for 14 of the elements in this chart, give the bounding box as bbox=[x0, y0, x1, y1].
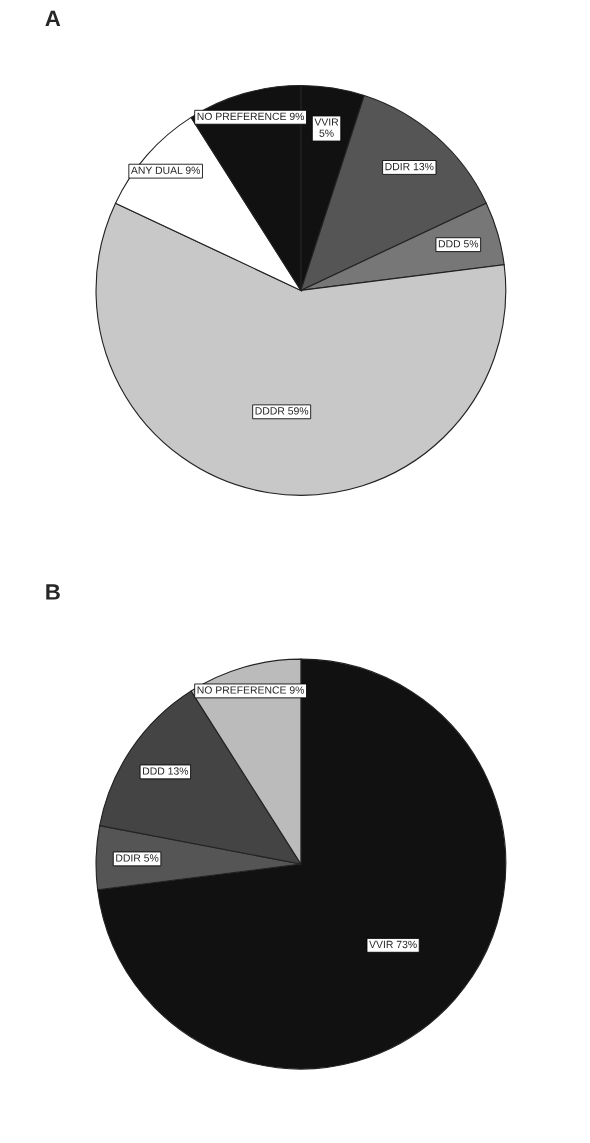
data-label: 5% bbox=[319, 129, 334, 137]
slice-label: VVIR 73% bbox=[369, 940, 417, 949]
pie-slice bbox=[97, 658, 507, 1070]
slice-label: VVIR bbox=[314, 118, 339, 126]
chart-title: A bbox=[45, 10, 61, 26]
slice-label: NO PREFERENCE 9% bbox=[197, 686, 305, 694]
slice-label: DDIR 5% bbox=[116, 854, 159, 862]
chart-title: B bbox=[46, 584, 60, 600]
slice-label: DDD 5% bbox=[438, 240, 479, 248]
slice-label: NO PREFERENCE 9% bbox=[197, 112, 305, 121]
slice-label: ANY DUAL 9% bbox=[130, 166, 201, 174]
slice-label: DDDR 59% bbox=[255, 407, 309, 415]
slice-label: DDIR 13% bbox=[385, 162, 434, 171]
slice-label: DDD 13% bbox=[143, 767, 189, 775]
